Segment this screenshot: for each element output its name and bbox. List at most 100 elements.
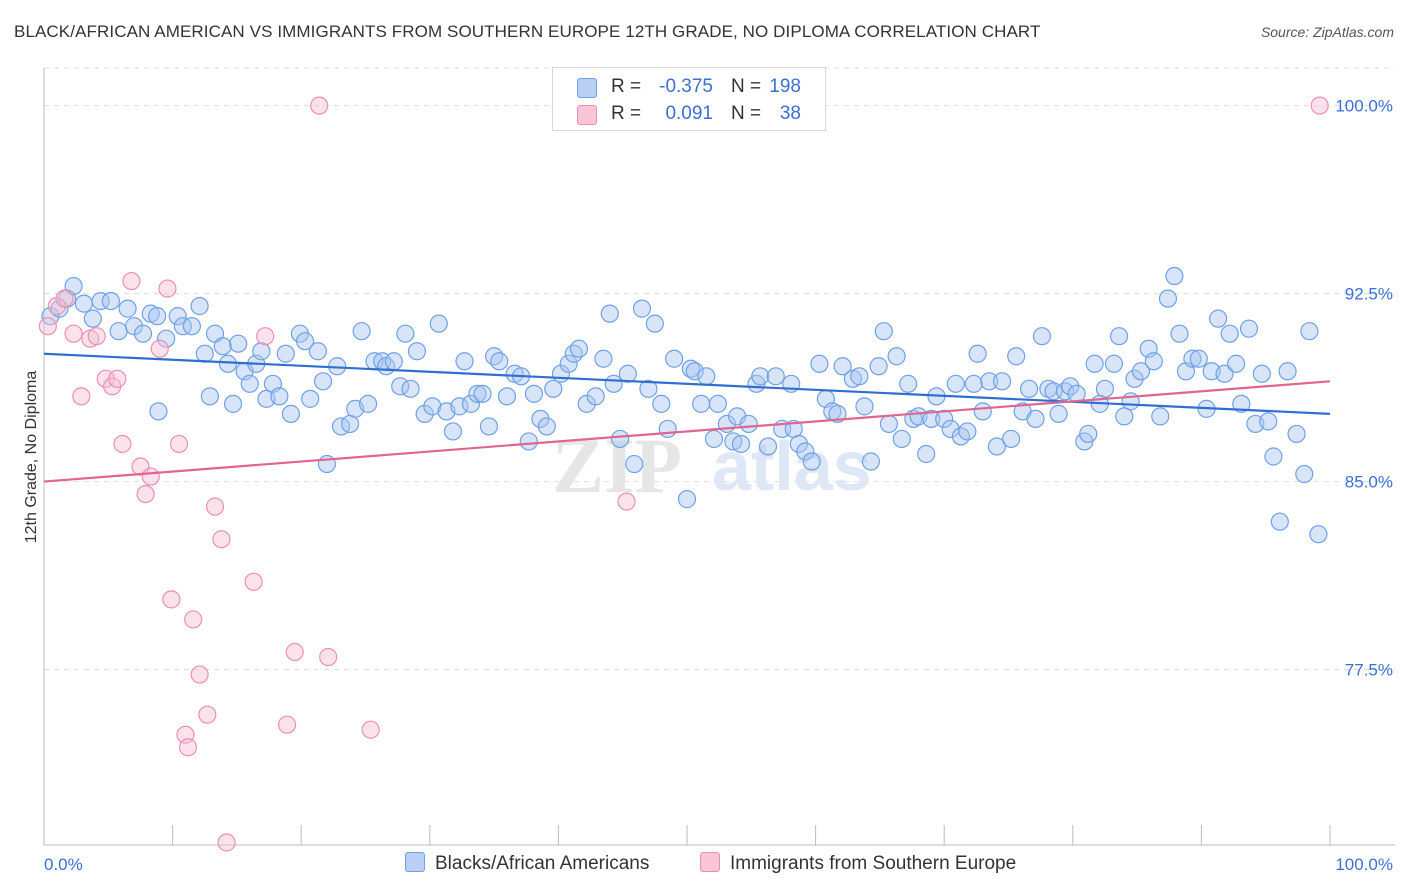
y-tick-label: 100.0% [1335, 97, 1393, 116]
data-point [162, 590, 181, 609]
source-credit: Source: ZipAtlas.com [1260, 24, 1394, 40]
data-point [1209, 309, 1228, 328]
data-point [200, 387, 219, 406]
data-point [64, 276, 83, 296]
data-point [708, 394, 727, 413]
data-point [559, 354, 578, 373]
data-point [352, 322, 371, 341]
x-tick-label: 100.0% [1335, 855, 1393, 874]
data-point [401, 379, 420, 398]
data-point [665, 349, 684, 368]
data-point [141, 467, 160, 486]
data-point [1026, 409, 1045, 429]
correlation-legend: R = -0.375 N = 198 R = 0.091 N = 38 [552, 67, 826, 131]
trend-line [43, 380, 1331, 483]
data-point [739, 414, 758, 434]
data-point [524, 384, 544, 403]
legend-r-value: -0.375 [659, 76, 713, 97]
data-point [922, 409, 941, 429]
data-point [301, 389, 320, 408]
data-point [384, 352, 403, 371]
legend-n-label: N = [731, 76, 762, 97]
data-point [946, 374, 965, 393]
legend-row-blue: R = -0.375 N = 198 [553, 74, 825, 102]
data-point [158, 279, 177, 298]
data-point [861, 452, 880, 471]
data-point [1049, 404, 1068, 423]
bottom-legend-label-pink: Immigrants from Southern Europe [730, 853, 1017, 874]
data-point [1055, 382, 1075, 401]
data-point [277, 715, 297, 734]
data-point [87, 327, 106, 346]
data-point [874, 322, 893, 341]
data-point [295, 332, 315, 351]
trend-line [43, 352, 1331, 415]
data-point [240, 374, 259, 393]
data-point [973, 402, 992, 421]
legend-swatch-blue [577, 78, 597, 98]
y-tick-label: 92.5% [1345, 285, 1393, 304]
data-point [802, 452, 821, 471]
data-point [490, 352, 509, 371]
data-point [645, 314, 664, 333]
data-point [190, 665, 209, 684]
legend-r-label: R = [611, 76, 642, 97]
data-point [198, 705, 217, 724]
data-point [751, 367, 770, 386]
data-point [313, 372, 333, 391]
data-point [617, 492, 636, 511]
data-point [828, 404, 847, 423]
legend-r-value: 0.091 [665, 103, 713, 124]
data-point [252, 342, 271, 361]
data-point [415, 404, 434, 423]
data-point [212, 530, 231, 549]
data-point [190, 297, 209, 316]
data-point [1079, 424, 1098, 444]
data-point [122, 271, 141, 291]
trend-lines [43, 352, 1331, 483]
data-point [704, 429, 724, 449]
data-point [766, 367, 785, 386]
data-point [958, 422, 977, 441]
y-tick-label: 77.5% [1345, 661, 1393, 680]
data-point [1239, 319, 1259, 338]
data-point [213, 337, 232, 356]
data-point [519, 432, 538, 451]
data-point [892, 429, 911, 449]
x-tick-label: 0.0% [44, 855, 83, 874]
data-point [178, 738, 198, 757]
data-point [833, 357, 852, 376]
data-point [569, 339, 589, 358]
data-point [461, 394, 481, 413]
data-point [618, 364, 637, 383]
data-point [497, 387, 517, 406]
data-point [1183, 349, 1202, 368]
data-point [473, 384, 492, 403]
data-point [1170, 324, 1189, 343]
data-point [256, 327, 275, 346]
data-point [632, 299, 652, 318]
series-immigrants-southern-europe [38, 96, 1329, 852]
data-point [195, 344, 214, 363]
data-point [169, 434, 189, 454]
data-point [1125, 369, 1144, 388]
data-point [658, 419, 677, 439]
data-point [899, 374, 918, 393]
y-axis-label: 12th Grade, No Diploma [23, 370, 40, 544]
data-point [1085, 354, 1104, 373]
data-point [229, 334, 248, 353]
data-point [917, 444, 936, 464]
data-point [217, 833, 236, 852]
data-point [72, 387, 91, 406]
data-point [118, 299, 137, 318]
data-point [182, 317, 201, 336]
data-point [968, 344, 987, 363]
data-point [879, 414, 899, 434]
legend-row-pink: R = 0.091 N = 38 [553, 101, 825, 129]
data-point [987, 437, 1007, 456]
data-point [1115, 407, 1134, 426]
data-point [1189, 349, 1208, 368]
data-point [537, 417, 556, 436]
data-point [604, 374, 623, 393]
bottom-legend-label-blue: Blacks/African Americans [435, 853, 650, 874]
